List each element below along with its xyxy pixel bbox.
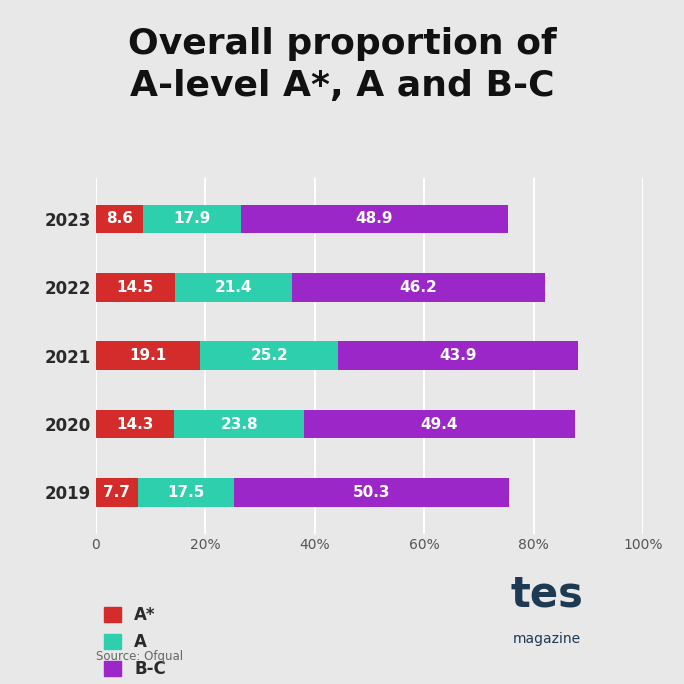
Text: 43.9: 43.9 <box>440 348 477 363</box>
Bar <box>304 410 575 438</box>
Text: Overall proportion of
A-level A*, A and B-C: Overall proportion of A-level A*, A and … <box>128 27 556 103</box>
Bar <box>200 341 338 370</box>
Text: 23.8: 23.8 <box>220 417 258 432</box>
Text: 14.3: 14.3 <box>116 417 154 432</box>
Text: 46.2: 46.2 <box>399 280 438 295</box>
Bar <box>338 341 579 370</box>
Text: 49.4: 49.4 <box>421 417 458 432</box>
Text: 25.2: 25.2 <box>250 348 288 363</box>
Text: 8.6: 8.6 <box>106 211 133 226</box>
Text: 7.7: 7.7 <box>103 485 130 500</box>
Bar <box>175 273 292 302</box>
Bar <box>96 205 143 233</box>
Text: 48.9: 48.9 <box>356 211 393 226</box>
Text: 21.4: 21.4 <box>215 280 252 295</box>
Bar <box>234 478 509 507</box>
Bar <box>138 478 234 507</box>
Text: 14.5: 14.5 <box>117 280 154 295</box>
Bar <box>174 410 304 438</box>
Bar <box>241 205 508 233</box>
Bar <box>96 341 200 370</box>
Text: Source: Ofqual: Source: Ofqual <box>96 650 183 663</box>
Text: 17.5: 17.5 <box>167 485 205 500</box>
Bar <box>96 273 175 302</box>
Bar <box>96 410 174 438</box>
Bar <box>292 273 545 302</box>
Bar <box>143 205 241 233</box>
Text: tes: tes <box>511 574 583 616</box>
Text: 17.9: 17.9 <box>173 211 211 226</box>
Text: 50.3: 50.3 <box>352 485 390 500</box>
Text: 19.1: 19.1 <box>129 348 167 363</box>
Bar <box>96 478 138 507</box>
Legend: A*, A, B-C: A*, A, B-C <box>104 606 166 679</box>
Text: magazine: magazine <box>513 633 581 646</box>
